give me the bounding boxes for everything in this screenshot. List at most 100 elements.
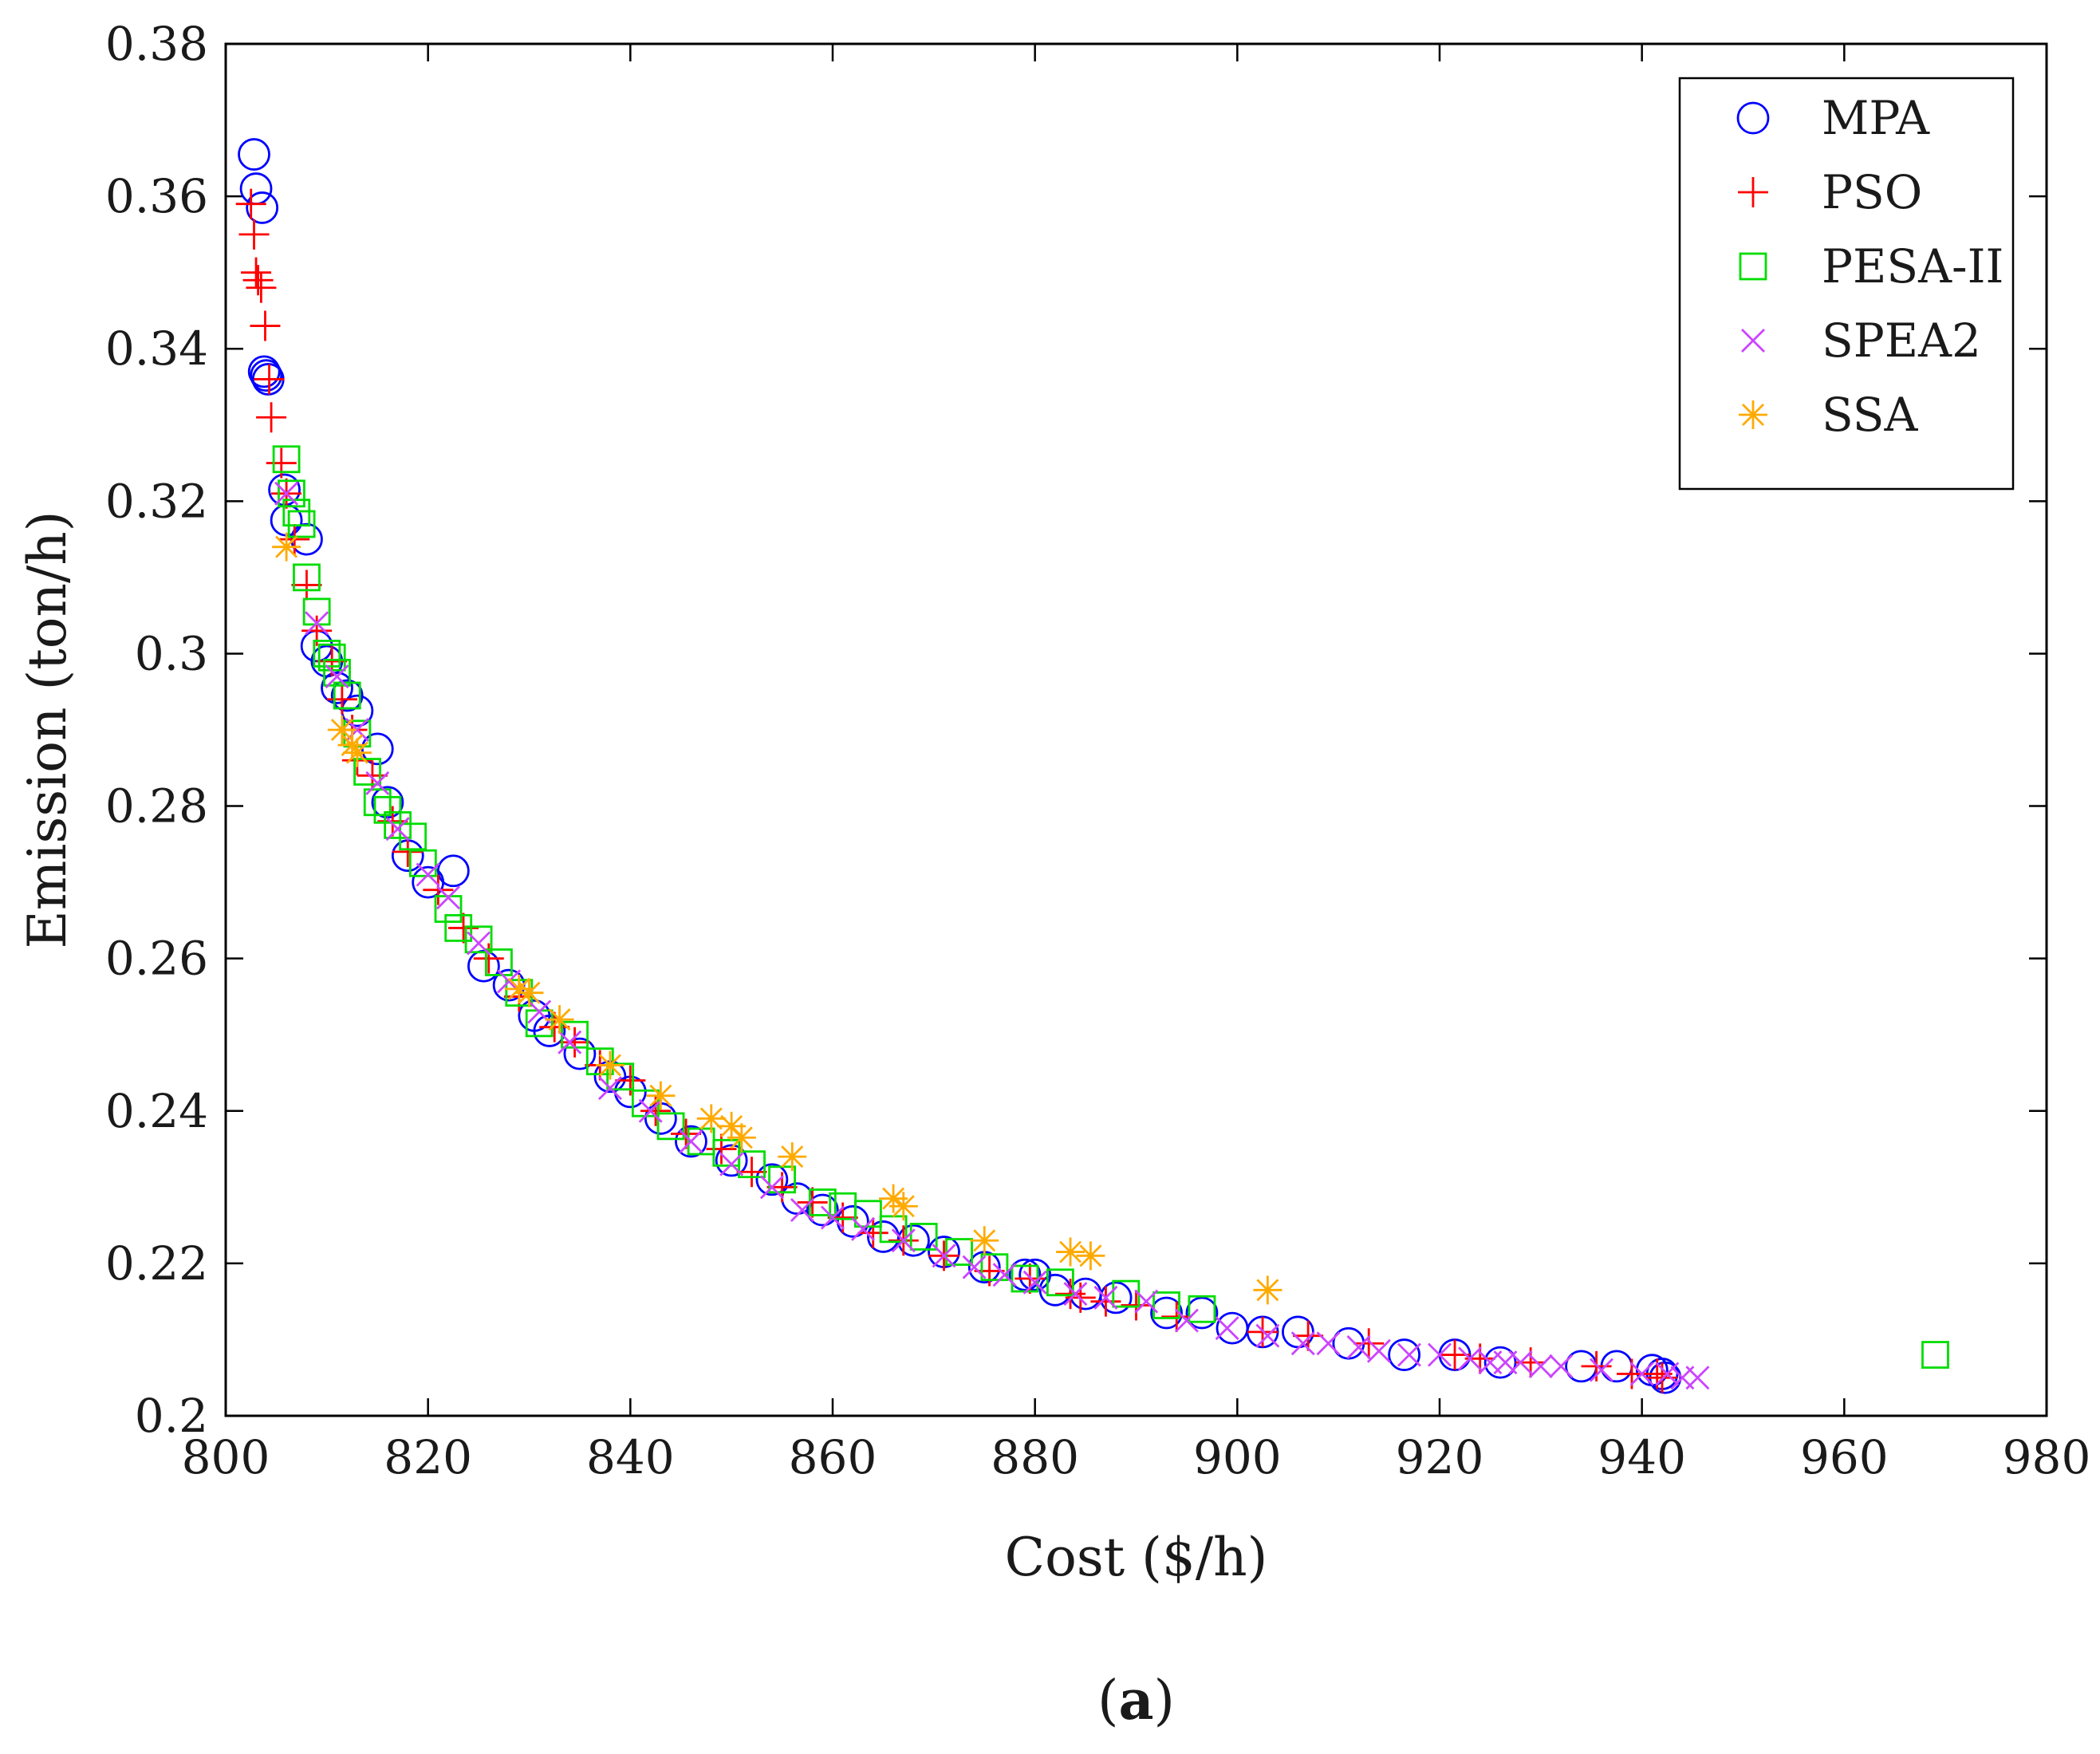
mpa-point xyxy=(1008,1258,1042,1291)
legend-marker-spea2 xyxy=(1741,329,1765,353)
pso-point xyxy=(615,1065,646,1096)
pesa-ii-point xyxy=(1921,1341,1949,1369)
x-axis-title: Cost ($/h) xyxy=(1005,1527,1268,1588)
legend-marker-ssa xyxy=(1739,400,1767,429)
ssa-point xyxy=(696,1104,726,1133)
ssa-point xyxy=(727,1123,756,1153)
pesa-ii-point xyxy=(278,479,305,508)
x-tick-label: 960 xyxy=(1800,1430,1889,1484)
pesa-ii-point xyxy=(282,499,311,527)
caption-letter: a xyxy=(1118,1669,1153,1732)
spea2-point xyxy=(1022,1270,1047,1295)
x-tick-label: 900 xyxy=(1193,1430,1282,1484)
spea2-point xyxy=(638,1098,663,1123)
pso-point xyxy=(266,447,297,479)
pesa-ii-point xyxy=(1046,1268,1074,1297)
x-tick-label: 820 xyxy=(384,1430,472,1484)
spea2-point xyxy=(1655,1362,1680,1386)
spea2-point xyxy=(1346,1335,1371,1359)
pesa-ii-point xyxy=(444,914,473,942)
mpa-point xyxy=(1099,1281,1133,1315)
pso-point xyxy=(1353,1328,1385,1359)
pesa-ii-point xyxy=(399,822,427,851)
mpa-point xyxy=(247,355,281,388)
ssa-point xyxy=(342,738,372,767)
caption-close-paren: ) xyxy=(1154,1669,1176,1732)
pesa-ii-point xyxy=(909,1223,938,1251)
ssa-point xyxy=(1253,1275,1282,1305)
series-mpa xyxy=(238,138,1682,1394)
legend-marker-pso xyxy=(1738,177,1768,207)
mpa-point xyxy=(321,672,353,704)
y-tick-label: 0.24 xyxy=(105,1084,208,1138)
pesa-ii-point xyxy=(980,1253,1009,1282)
legend-label: SPEA2 xyxy=(1822,313,1981,368)
pso-point xyxy=(326,684,357,715)
pso-point xyxy=(797,1187,828,1218)
spea2-point xyxy=(1528,1354,1553,1378)
spea2-point xyxy=(558,1030,582,1054)
mpa-point xyxy=(436,854,470,888)
pesa-ii-point xyxy=(408,849,437,877)
legend-label: SSA xyxy=(1822,388,1918,442)
pso-point xyxy=(539,1011,570,1043)
series-ssa xyxy=(272,532,1282,1305)
spea2-point xyxy=(1255,1323,1280,1348)
pso-point xyxy=(423,874,454,905)
spea2-point xyxy=(851,1216,876,1241)
spea2-point xyxy=(1215,1316,1239,1341)
legend-entry-mpa: MPA xyxy=(1736,91,1930,145)
x-tick-label: 920 xyxy=(1396,1430,1484,1484)
x-tick-label: 860 xyxy=(789,1430,877,1484)
pso-point xyxy=(1161,1301,1192,1332)
pesa-ii-point xyxy=(323,658,351,687)
ssa-point xyxy=(1056,1237,1085,1267)
spea2-point xyxy=(1685,1366,1710,1390)
spea2-point xyxy=(436,885,461,910)
pso-point xyxy=(235,188,266,219)
mpa-point xyxy=(239,172,273,205)
y-axis-tick-labels: 0.2 0.22 0.24 0.26 0.28 0.3 0.32 0.34 0.36 0.38 xyxy=(105,17,208,1443)
spea2-point xyxy=(1549,1354,1574,1378)
pesa-ii-point xyxy=(287,510,316,538)
ssa-point xyxy=(327,715,357,744)
ssa-point xyxy=(888,1192,918,1221)
pesa-ii-point xyxy=(333,681,361,710)
pesa-ii-point xyxy=(738,1150,766,1179)
ssa-point xyxy=(545,1005,574,1035)
spea2-point xyxy=(385,817,410,842)
mpa-point xyxy=(755,1163,789,1196)
y-tick-label: 0.38 xyxy=(105,17,208,71)
mpa-point xyxy=(1215,1311,1249,1345)
mpa-point xyxy=(533,1015,566,1047)
spea2-point xyxy=(325,664,349,689)
pso-point xyxy=(1293,1320,1324,1351)
spea2-point xyxy=(597,1076,622,1101)
spea2-point xyxy=(821,1205,845,1230)
legend-entry-pesa-ii: PESA-II xyxy=(1739,239,2003,294)
spea2-point xyxy=(992,1263,1017,1287)
pesa-ii-point xyxy=(384,811,412,839)
pso-point xyxy=(1090,1286,1121,1317)
ssa-point xyxy=(1076,1241,1105,1271)
spea2-point xyxy=(1093,1285,1118,1310)
spea2-point xyxy=(1589,1358,1613,1382)
spea2-point xyxy=(1063,1282,1088,1307)
pesa-ii-point xyxy=(272,445,301,474)
x-tick-label: 800 xyxy=(182,1430,270,1484)
y-tick-label: 0.2 xyxy=(135,1389,208,1443)
ssa-point xyxy=(514,978,544,1007)
spea2-point xyxy=(1174,1308,1199,1333)
spea2-point xyxy=(719,1152,744,1177)
plot-area-frame xyxy=(224,42,2048,1417)
mpa-point xyxy=(238,138,270,171)
ssa-point xyxy=(970,1226,999,1255)
mpa-point xyxy=(563,1037,597,1070)
spea2-point xyxy=(365,771,390,795)
data-markers xyxy=(235,138,1949,1394)
spea2-point xyxy=(1134,1289,1159,1314)
y-tick-label: 0.34 xyxy=(105,321,208,376)
spea2-point xyxy=(1428,1342,1452,1367)
legend-marker-pesa-ii xyxy=(1739,252,1767,281)
ssa-point xyxy=(504,974,534,1003)
